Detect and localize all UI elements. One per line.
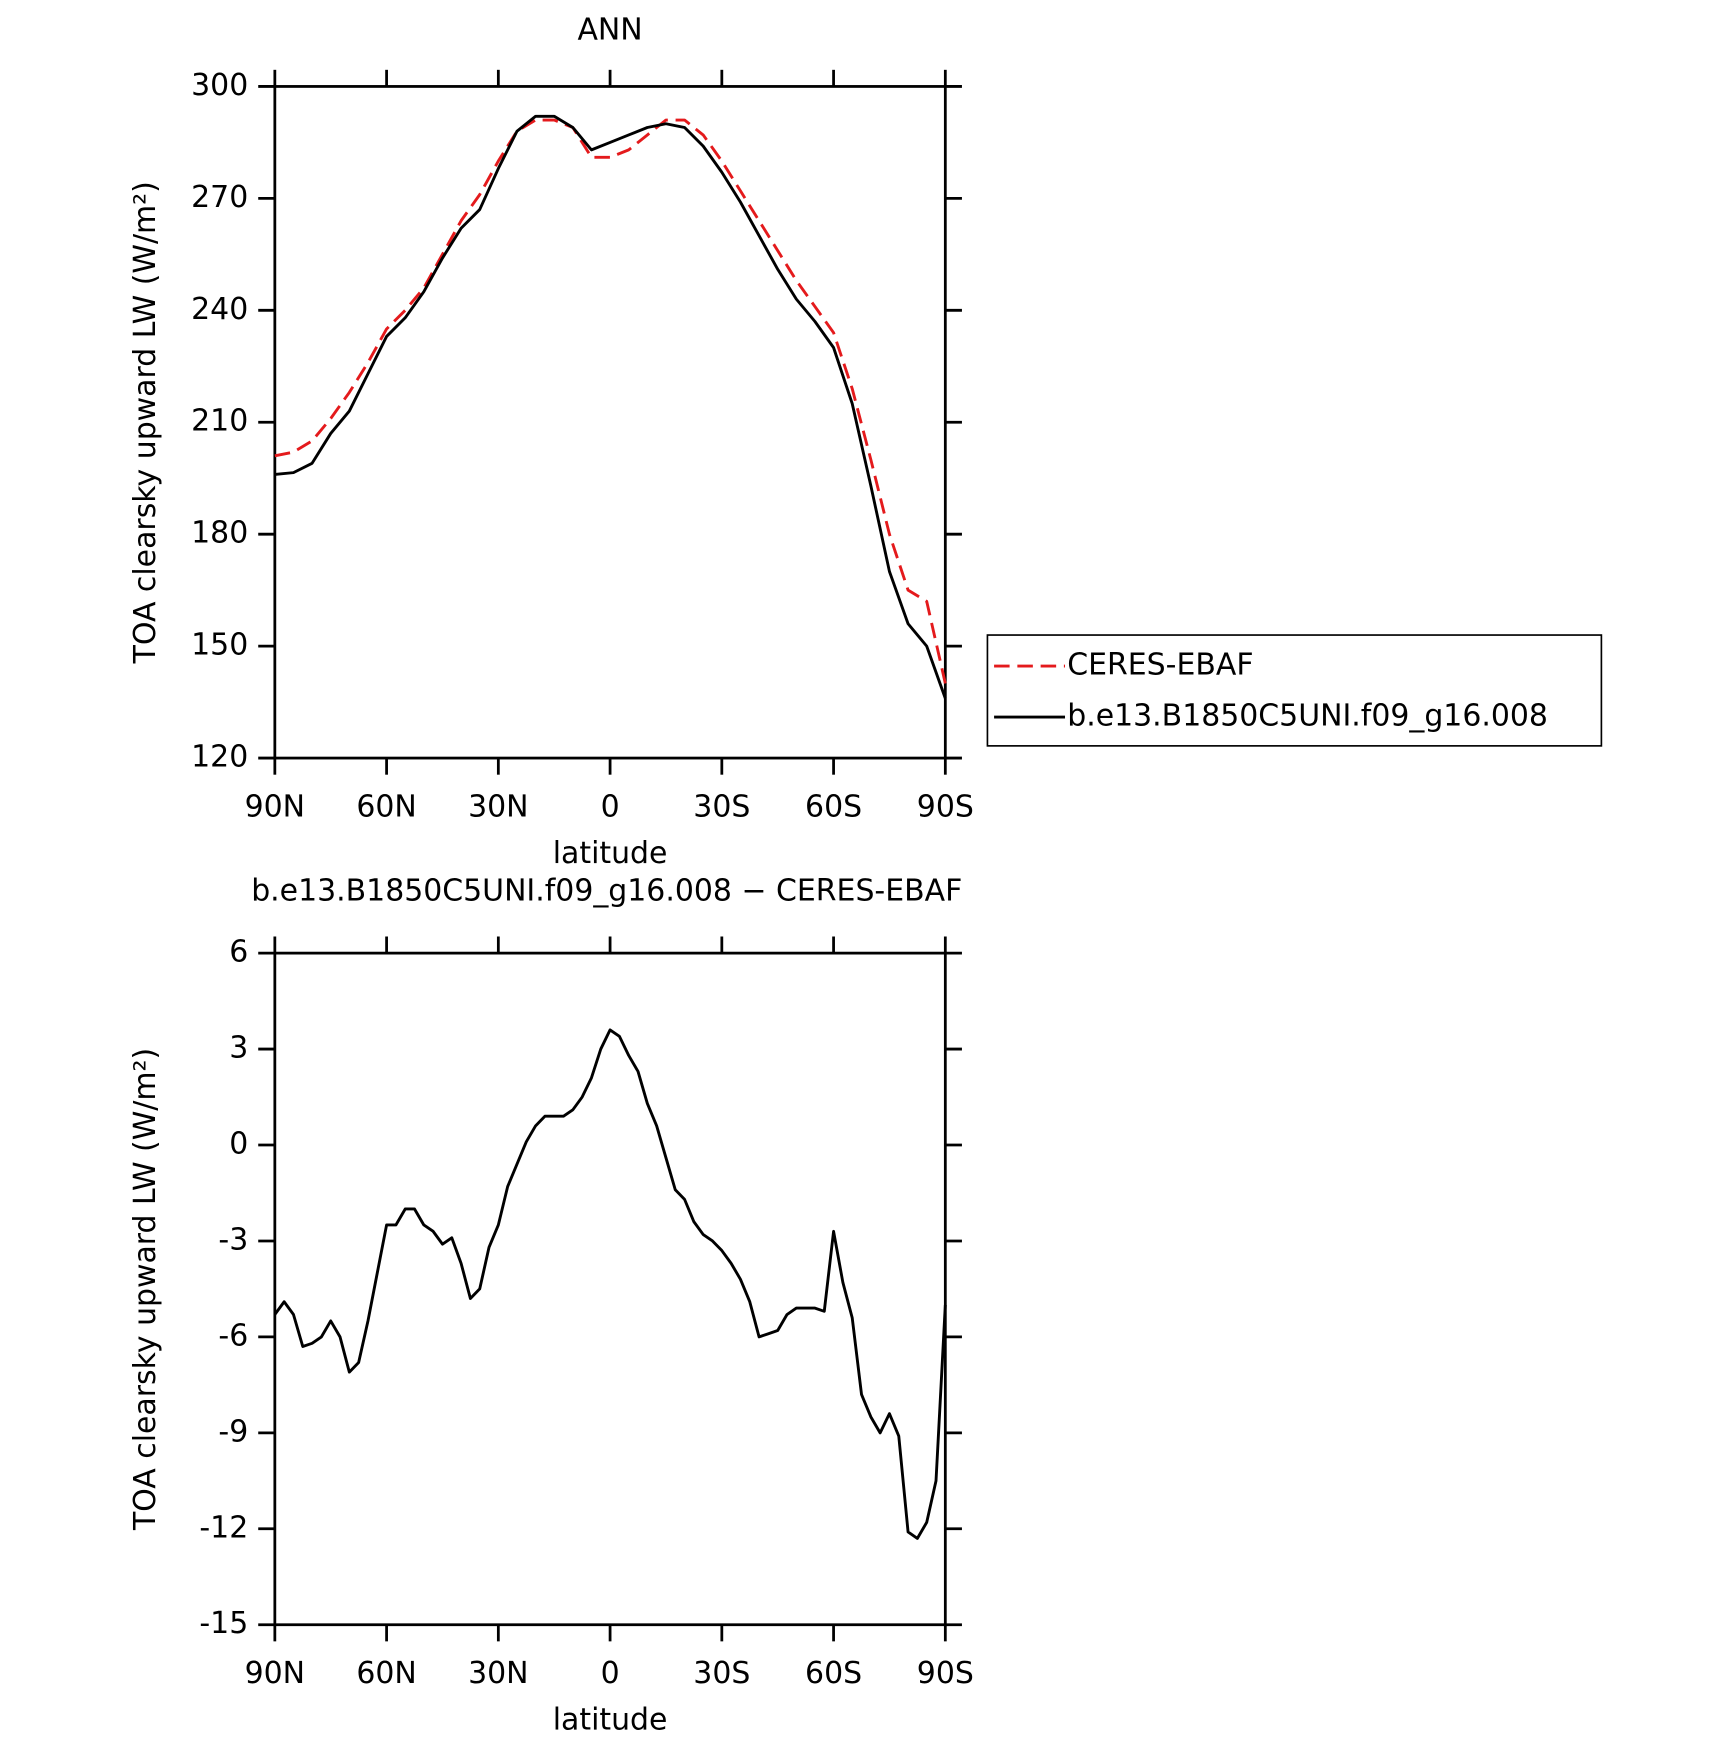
legend-label: CERES-EBAF: [1067, 648, 1253, 683]
x-tick-label: 90S: [917, 1656, 974, 1691]
legend-box: [986, 634, 1603, 747]
y-tick-label: -3: [218, 1222, 248, 1257]
y-tick-label: -9: [218, 1414, 248, 1449]
x-tick-label: 90N: [245, 789, 305, 824]
plot-frame: [273, 85, 947, 760]
y-axis-label: TOA clearsky upward LW (W/m²): [128, 181, 163, 664]
chart-title: b.e13.B1850C5UNI.f09_g16.008 − CERES-EBA…: [251, 874, 962, 909]
y-tick-label: -12: [199, 1510, 248, 1545]
x-tick-label: 30S: [693, 789, 750, 824]
chart-title: ANN: [577, 13, 642, 48]
x-tick-label: 60N: [356, 1656, 416, 1691]
y-tick-label: 240: [191, 292, 248, 327]
x-tick-label: 30S: [693, 1656, 750, 1691]
y-tick-label: 210: [191, 404, 248, 439]
data-line: [274, 114, 947, 699]
legend-label: b.e13.B1850C5UNI.f09_g16.008: [1067, 699, 1548, 734]
data-line: [274, 118, 947, 684]
y-tick-label: 3: [229, 1031, 248, 1066]
y-tick-label: 120: [191, 740, 248, 775]
x-tick-label: 0: [601, 1656, 620, 1691]
data-line: [273, 1028, 947, 1540]
y-tick-label: 300: [191, 68, 248, 103]
x-tick-label: 60S: [805, 789, 862, 824]
x-tick-label: 0: [601, 789, 620, 824]
y-tick-label: 6: [229, 935, 248, 970]
x-tick-label: 90S: [917, 789, 974, 824]
x-axis-label: latitude: [553, 1703, 668, 1738]
y-axis-label: TOA clearsky upward LW (W/m²): [128, 1048, 163, 1531]
x-tick-label: 60S: [805, 1656, 862, 1691]
y-tick-label: 180: [191, 516, 248, 551]
y-tick-label: -15: [199, 1606, 248, 1641]
x-tick-label: 30N: [468, 1656, 528, 1691]
x-tick-label: 90N: [245, 1656, 305, 1691]
y-tick-label: -6: [218, 1318, 248, 1353]
x-tick-label: 30N: [468, 789, 528, 824]
y-tick-label: 0: [229, 1127, 248, 1162]
x-axis-label: latitude: [553, 836, 668, 871]
x-tick-label: 60N: [356, 789, 416, 824]
y-tick-label: 150: [191, 628, 248, 663]
y-tick-label: 270: [191, 180, 248, 215]
